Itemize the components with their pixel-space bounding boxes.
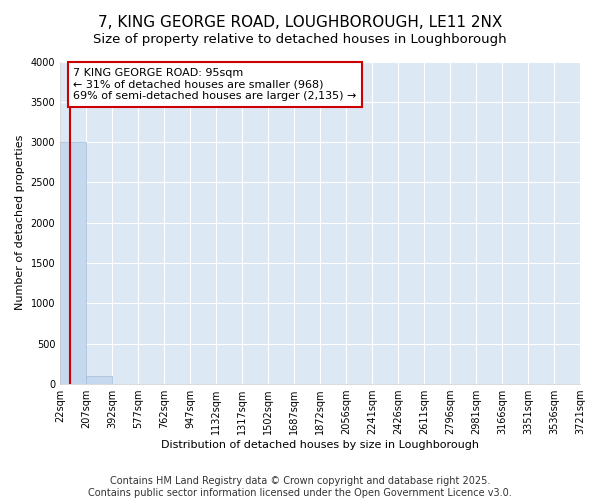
Text: Contains HM Land Registry data © Crown copyright and database right 2025.
Contai: Contains HM Land Registry data © Crown c… xyxy=(88,476,512,498)
Text: 7 KING GEORGE ROAD: 95sqm
← 31% of detached houses are smaller (968)
69% of semi: 7 KING GEORGE ROAD: 95sqm ← 31% of detac… xyxy=(73,68,356,101)
Bar xyxy=(60,142,86,384)
Bar xyxy=(86,376,112,384)
X-axis label: Distribution of detached houses by size in Loughborough: Distribution of detached houses by size … xyxy=(161,440,479,450)
Text: 7, KING GEORGE ROAD, LOUGHBOROUGH, LE11 2NX: 7, KING GEORGE ROAD, LOUGHBOROUGH, LE11 … xyxy=(98,15,502,30)
Y-axis label: Number of detached properties: Number of detached properties xyxy=(15,135,25,310)
Text: Size of property relative to detached houses in Loughborough: Size of property relative to detached ho… xyxy=(93,32,507,46)
